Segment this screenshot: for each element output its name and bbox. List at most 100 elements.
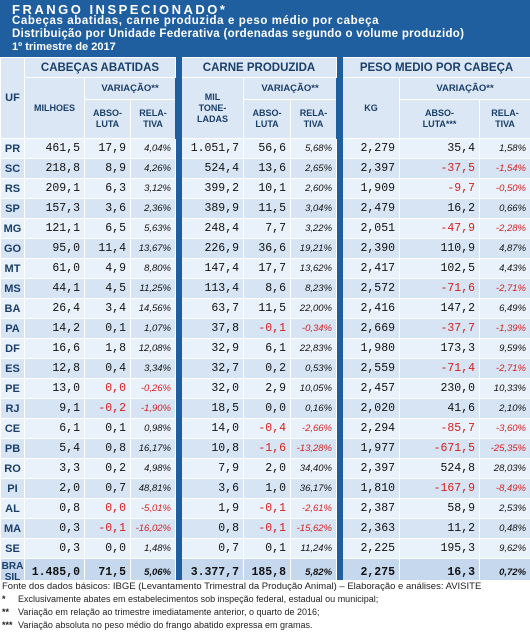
carne-abs: -1,6 [243, 438, 291, 459]
cabecas-value: 0,3 [24, 518, 85, 539]
table-row: PR 461,5 17,9 4,04% 1.051,7 56,6 5,68% 2,279 35,… [0, 138, 530, 159]
absoluta-header: ABSO- LUTA [84, 99, 131, 139]
state-code: PR [0, 138, 25, 159]
carne-value: 389,9 [181, 198, 244, 219]
cabecas-rel: 4,04% [130, 138, 176, 159]
carne-rel: 0,53% [289, 358, 338, 379]
kg-value: 2,363 [342, 518, 401, 539]
state-code: PE [0, 378, 25, 399]
carne-abs: 36,6 [243, 238, 291, 259]
kg-value: 1,810 [342, 478, 401, 499]
relativa-header: RELA- TIVA [479, 99, 530, 139]
table-row: SC 218,8 8,9 4,26% 524,4 13,6 2,65% 2,397 -37,5-… [0, 158, 530, 179]
cabecas-value: 157,3 [24, 198, 85, 219]
cabecas-abs: 0,8 [84, 438, 131, 459]
state-code: PB [0, 438, 25, 459]
cabecas-abs: -0,1 [84, 518, 131, 539]
footnote-2: ** Variação em relação ao trimestre imedi… [2, 607, 320, 617]
carne-value: 32,9 [181, 338, 244, 359]
cabecas-abs: 0,0 [84, 498, 131, 519]
kg-abs: 11,2 [399, 518, 481, 539]
table-row: SP 157,3 3,6 2,36% 389,9 11,5 3,04% 2,479 16,2 0,… [0, 198, 530, 219]
cabecas-abs: 0,0 [84, 538, 131, 559]
cabecas-rel: -16,02% [130, 518, 176, 539]
cabecas-value: 2,0 [24, 478, 85, 499]
kg-value: 2,390 [342, 238, 401, 259]
carne-rel: 3,22% [289, 218, 338, 239]
state-code: SC [0, 158, 25, 179]
cabecas-abs: 6,3 [84, 178, 131, 199]
cabecas-rel: 3,12% [130, 178, 176, 199]
kg-rel: 1,58% [479, 138, 530, 159]
carne-abs: 11,5 [243, 298, 291, 319]
table-row: SE 0,3 0,0 1,48% 0,7 0,1 11,24% 2,225 195,3 9,62% [0, 538, 530, 559]
kg-abs: -671,5 [399, 438, 481, 459]
cabecas-value: 95,0 [24, 238, 85, 259]
cabecas-abs: 17,9 [84, 138, 131, 159]
state-code: MS [0, 278, 25, 299]
variacao-header: VARIAÇÃO** [399, 77, 530, 100]
cabecas-value: 12,8 [24, 358, 85, 379]
carne-value: 524,4 [181, 158, 244, 179]
report-period: 1º trimestre de 2017 [12, 41, 116, 53]
kg-value: 2,397 [342, 158, 401, 179]
carne-abs: 11,5 [243, 198, 291, 219]
kg-rel: 10,33% [479, 378, 530, 399]
cabecas-value: 218,8 [24, 158, 85, 179]
kg-rel: -3,60% [479, 418, 530, 439]
kg-abs: 102,5 [399, 258, 481, 279]
table-row: PE 13,0 0,0 -0,26% 32,0 2,9 10,05% 2,457 230,0 10… [0, 378, 530, 399]
kg-rel: -1,54% [479, 158, 530, 179]
variacao-header: VARIAÇÃO** [242, 77, 338, 100]
carne-abs: -0,1 [243, 498, 291, 519]
table-body: PR 461,5 17,9 4,04% 1.051,7 56,6 5,68% 2,279 35,… [0, 138, 530, 559]
kg-value: 2,572 [342, 278, 401, 299]
kg-value: 1,909 [342, 178, 401, 199]
cabecas-rel: -0,26% [130, 378, 176, 399]
carne-value: 32,0 [181, 378, 244, 399]
state-code: CE [0, 418, 25, 439]
absoluta-header: ABSO- LUTA*** [399, 99, 481, 139]
cabecas-rel: 4,26% [130, 158, 176, 179]
cabecas-abs: 11,4 [84, 238, 131, 259]
cabecas-rel: 16,17% [130, 438, 176, 459]
state-code: MG [0, 218, 25, 239]
cabecas-rel: 5,63% [130, 218, 176, 239]
carne-value: 10,8 [181, 438, 244, 459]
carne-value: 0,7 [181, 538, 244, 559]
carne-rel: 10,05% [289, 378, 338, 399]
cabecas-abs: 3,4 [84, 298, 131, 319]
kg-rel: -2,71% [479, 278, 530, 299]
footer-notes: Fonte dos dados básicos: IBGE (Levantame… [0, 580, 530, 636]
carne-group-header: CARNE PRODUZIDA [180, 57, 338, 78]
carne-rel: 19,21% [289, 238, 338, 259]
carne-abs: -0,4 [243, 418, 291, 439]
carne-rel: 11,24% [289, 538, 338, 559]
cabecas-rel: 1,48% [130, 538, 176, 559]
kg-abs: 110,9 [399, 238, 481, 259]
kg-rel: 9,59% [479, 338, 530, 359]
kg-rel: 0,48% [479, 518, 530, 539]
carne-rel: 2,60% [289, 178, 338, 199]
kg-abs: 195,3 [399, 538, 481, 559]
carne-value: 113,4 [181, 278, 244, 299]
table-row: CE 6,1 0,1 0,98% 14,0 -0,4 -2,66% 2,294 -85,7 -3,… [0, 418, 530, 439]
kg-value: 2,457 [342, 378, 401, 399]
cabecas-rel: 2,36% [130, 198, 176, 219]
cabecas-rel: 11,25% [130, 278, 176, 299]
cabecas-abs: 1,8 [84, 338, 131, 359]
state-code: PA [0, 318, 25, 339]
cabecas-value: 16,6 [24, 338, 85, 359]
cabecas-rel: 12,08% [130, 338, 176, 359]
carne-value: 399,2 [181, 178, 244, 199]
mil-toneladas-header: MIL TONE- LADAS [181, 77, 244, 139]
kg-rel: -8,49% [479, 478, 530, 499]
kg-rel: -2,71% [479, 358, 530, 379]
carne-abs: 2,0 [243, 458, 291, 479]
table-row: DF 16,6 1,8 12,08% 32,9 6,1 22,83% 1,980 173,3 9,… [0, 338, 530, 359]
carne-abs: 7,7 [243, 218, 291, 239]
cabecas-value: 5,4 [24, 438, 85, 459]
carne-rel: 36,17% [289, 478, 338, 499]
kg-abs: 147,2 [399, 298, 481, 319]
cabecas-abs: 3,6 [84, 198, 131, 219]
